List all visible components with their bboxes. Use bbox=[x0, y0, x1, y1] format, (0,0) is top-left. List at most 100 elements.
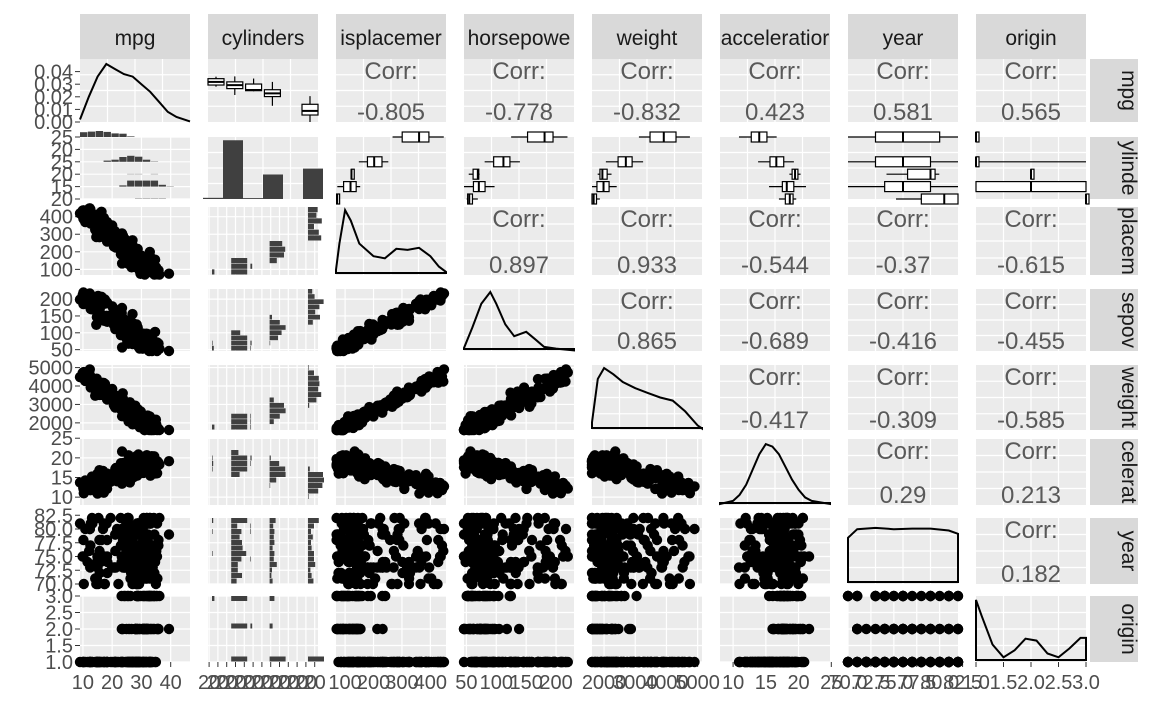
scatter-point bbox=[348, 623, 359, 635]
scatter-point bbox=[749, 578, 760, 590]
scatter-point bbox=[735, 518, 746, 529]
hist-bar bbox=[269, 523, 274, 529]
hist-bar bbox=[250, 419, 251, 425]
scatter-point bbox=[599, 567, 610, 579]
corr-value: -0.37 bbox=[876, 252, 931, 279]
scatter-point bbox=[357, 512, 368, 524]
scatter-point bbox=[135, 551, 146, 562]
scatter-point bbox=[80, 375, 91, 387]
scatter-point bbox=[98, 295, 110, 306]
scatter-point bbox=[423, 518, 434, 529]
hist-bar bbox=[231, 573, 242, 578]
corr-label: Corr: bbox=[620, 288, 673, 315]
scatter-point bbox=[533, 573, 544, 584]
scatter-point bbox=[532, 373, 544, 385]
hist-bar bbox=[269, 258, 277, 264]
scatter-point bbox=[501, 623, 513, 635]
panel-displacement-year bbox=[848, 207, 958, 275]
hist-bar bbox=[269, 466, 286, 472]
scatter-point bbox=[609, 562, 621, 573]
hist-bar bbox=[231, 413, 248, 419]
scatter-point bbox=[78, 205, 89, 216]
corr-label: Corr: bbox=[876, 288, 929, 315]
scatter-point bbox=[755, 523, 767, 535]
scatter-point bbox=[656, 562, 667, 573]
hist-bar bbox=[250, 263, 253, 269]
hist-bar bbox=[212, 461, 214, 466]
density-curve-weight bbox=[591, 366, 703, 431]
hist-bar bbox=[212, 518, 214, 523]
scatter-point bbox=[517, 656, 528, 668]
y-tick-label-mpg: 0.01 bbox=[34, 99, 73, 121]
scatter-point bbox=[366, 656, 377, 668]
corr-value: -0.585 bbox=[997, 407, 1065, 434]
scatter-horsepower-vs-displacement bbox=[331, 287, 450, 357]
corr-value: -0.778 bbox=[485, 99, 553, 126]
x-tick-label-cylinders: 20 bbox=[260, 672, 282, 694]
hist-bar bbox=[135, 180, 143, 187]
scatter-point bbox=[517, 470, 528, 481]
column-strip-cylinders bbox=[208, 14, 318, 59]
x-tick-label-cylinders: 20 bbox=[251, 672, 273, 694]
column-label-displacement: isplacemer bbox=[340, 27, 442, 50]
scatter-origin-vs-weight bbox=[586, 590, 700, 668]
x-tick-label-weight: 2000 bbox=[582, 672, 627, 694]
column-label-year: year bbox=[883, 27, 924, 50]
scatter-point bbox=[673, 573, 684, 584]
hist-bar bbox=[269, 314, 272, 320]
scatter-point bbox=[554, 534, 566, 546]
panel-weight-cylinders bbox=[208, 365, 318, 430]
corr-value: 0.897 bbox=[489, 252, 549, 279]
hist-bar bbox=[269, 529, 275, 534]
box bbox=[906, 168, 936, 180]
scatter-point bbox=[339, 464, 350, 475]
scatter-origin-vs-mpg bbox=[74, 590, 175, 668]
scatter-point bbox=[500, 562, 511, 573]
scatter-point bbox=[505, 578, 516, 590]
x-tick-label-year: 72.5 bbox=[851, 672, 890, 694]
scatter-point bbox=[163, 424, 175, 436]
corr-label: Corr: bbox=[1004, 517, 1057, 544]
hist-bar bbox=[250, 424, 251, 430]
y-tick-label-acceleration: 20 bbox=[51, 448, 73, 470]
scatter-point bbox=[615, 467, 627, 479]
scatter-point bbox=[756, 512, 767, 524]
hist-bar bbox=[231, 461, 248, 466]
scatter-point bbox=[78, 287, 89, 298]
scatter-point bbox=[500, 518, 511, 529]
hist-bar bbox=[308, 402, 310, 408]
x-tick-label-horsepower: 50 bbox=[455, 672, 477, 694]
scatter-point bbox=[544, 386, 556, 397]
x-tick-label-weight: 5000 bbox=[675, 672, 720, 694]
scatter-point bbox=[394, 512, 405, 524]
scatter-point bbox=[435, 367, 446, 378]
scatter-point bbox=[101, 386, 113, 397]
hist-bar bbox=[308, 224, 314, 230]
scatter-point bbox=[751, 551, 762, 562]
scatter-horsepower-vs-mpg bbox=[74, 287, 175, 357]
panel-mpg-displacement bbox=[336, 59, 446, 122]
scatter-point bbox=[438, 523, 450, 535]
y-tick-label-displacement: 200 bbox=[40, 242, 73, 264]
hist-bar bbox=[231, 466, 248, 472]
scatter-point bbox=[505, 590, 517, 602]
y-tick-label-displacement: 300 bbox=[40, 224, 73, 246]
x-tick-label-mpg: 10 bbox=[72, 672, 94, 694]
scatter-point bbox=[336, 573, 348, 584]
scatter-point bbox=[689, 523, 700, 535]
scatter-point bbox=[669, 475, 681, 486]
scatter-point bbox=[416, 298, 427, 309]
scatter-point bbox=[650, 578, 661, 590]
scatter-point bbox=[526, 534, 538, 546]
scatter-point bbox=[120, 562, 131, 573]
scatter-point bbox=[543, 375, 554, 387]
y-tick-label-origin: 2.5 bbox=[45, 603, 73, 625]
hist-bar bbox=[269, 483, 271, 488]
hist-bar bbox=[308, 523, 314, 529]
scatter-point bbox=[344, 567, 355, 579]
x-tick-label-cylinders: 20 bbox=[295, 672, 317, 694]
scatter-point bbox=[98, 212, 110, 223]
density-curve-mpg bbox=[79, 62, 191, 123]
hist-bar bbox=[231, 551, 247, 556]
y-tick-label-mpg: 0.02 bbox=[34, 87, 73, 109]
